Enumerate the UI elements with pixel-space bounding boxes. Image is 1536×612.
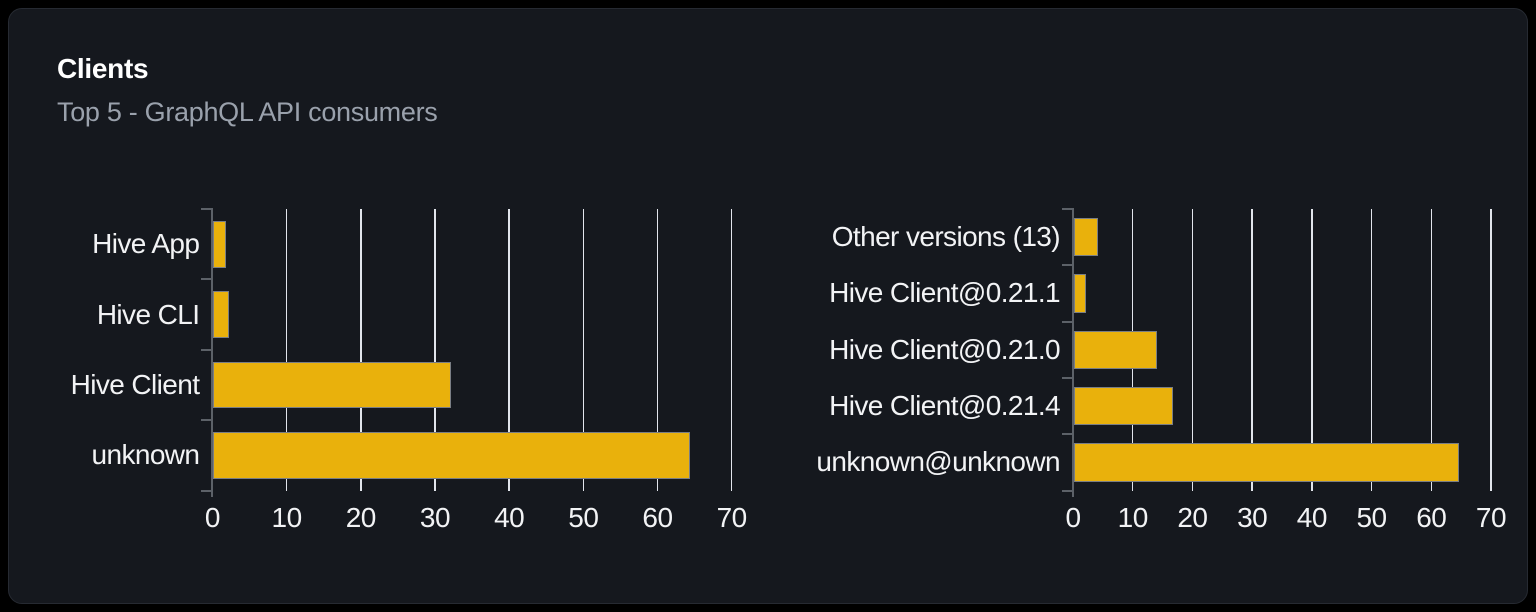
axis-tick xyxy=(1062,489,1072,492)
category-label-unknown: unknown xyxy=(91,439,200,471)
grid-line xyxy=(508,209,510,491)
grid-line xyxy=(1370,209,1373,491)
x-tick-label-20: 20 xyxy=(1177,502,1208,533)
category-label-hive-app: Hive App xyxy=(92,228,200,260)
axis-tick xyxy=(1062,208,1072,210)
category-label-other-versions-13: Other versions (13) xyxy=(831,221,1061,253)
grid-line xyxy=(1490,209,1492,491)
grid-line xyxy=(1191,209,1194,491)
x-tick-label-10: 10 xyxy=(271,502,303,533)
x-tick-label-30: 30 xyxy=(1237,502,1268,533)
category-label-hive-client-0-21-4: Hive Client@0.21.4 xyxy=(829,390,1060,422)
x-tick-label-50: 50 xyxy=(1356,502,1387,533)
x-tick-label-0: 0 xyxy=(204,502,221,533)
axis-tick xyxy=(201,419,212,422)
grid-line xyxy=(285,209,288,491)
x-tick-label-10: 10 xyxy=(1117,502,1149,533)
clients-card: Clients Top 5 - GraphQL API consumers xyxy=(8,8,1528,604)
x-tick-label-40: 40 xyxy=(1296,502,1328,533)
grid-line xyxy=(1430,209,1433,491)
axis-tick xyxy=(201,489,212,492)
bar-hive-cli[interactable] xyxy=(213,291,229,338)
bar-hive-client-0-21-0[interactable] xyxy=(1074,330,1157,369)
axis-tick xyxy=(201,348,212,351)
x-tick-label-50: 50 xyxy=(568,502,599,533)
axis-tick xyxy=(201,208,212,210)
bar-hive-client-0-21-1[interactable] xyxy=(1074,274,1086,313)
axis-tick xyxy=(1062,320,1072,323)
card-subtitle: Top 5 - GraphQL API consumers xyxy=(57,97,438,127)
bar-hive-app[interactable] xyxy=(213,220,226,268)
category-axis-line xyxy=(1072,208,1074,497)
axis-tick xyxy=(201,278,212,281)
category-label-hive-cli: Hive CLI xyxy=(96,298,200,330)
x-tick-label-60: 60 xyxy=(642,502,673,533)
bar-other-versions-13[interactable] xyxy=(1074,217,1098,257)
x-tick-label-70: 70 xyxy=(716,502,748,533)
bar-hive-client-0-21-4[interactable] xyxy=(1074,386,1173,426)
axis-tick xyxy=(1062,264,1072,267)
bar-unknown-unknown[interactable] xyxy=(1074,443,1459,482)
category-label-hive-client-0-21-1: Hive Client@0.21.1 xyxy=(829,277,1060,309)
category-axis-line xyxy=(211,208,214,497)
grid-line xyxy=(1251,209,1253,491)
x-tick-label-30: 30 xyxy=(419,502,451,533)
category-label-unknown-unknown: unknown@unknown xyxy=(816,446,1060,478)
category-label-hive-client: Hive Client xyxy=(70,368,200,400)
x-tick-label-60: 60 xyxy=(1416,502,1447,533)
axis-tick xyxy=(1062,376,1072,379)
grid-line xyxy=(1311,209,1313,491)
x-tick-label-40: 40 xyxy=(494,502,525,533)
grid-line xyxy=(360,209,362,491)
card-title: Clients xyxy=(57,53,149,84)
category-label-hive-client-0-21-0: Hive Client@0.21.0 xyxy=(829,333,1060,365)
x-tick-label-70: 70 xyxy=(1475,502,1507,533)
bar-hive-client[interactable] xyxy=(213,361,451,409)
grid-line xyxy=(730,209,733,491)
bar-unknown[interactable] xyxy=(213,431,691,479)
axis-tick xyxy=(1062,433,1072,436)
grid-line xyxy=(656,209,659,491)
grid-line xyxy=(434,209,436,491)
grid-line xyxy=(582,209,585,491)
x-tick-label-0: 0 xyxy=(1065,502,1081,533)
x-tick-label-20: 20 xyxy=(345,502,377,533)
